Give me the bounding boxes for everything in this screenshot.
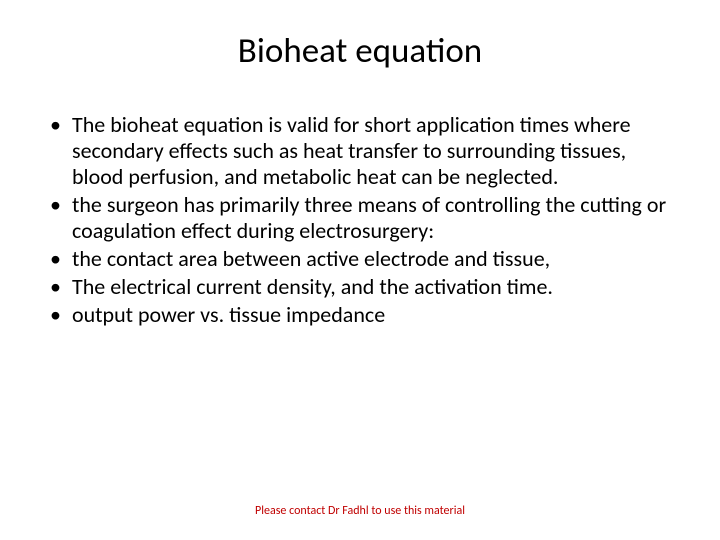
bullet-item: output power vs. tissue impedance [48,302,672,328]
bullet-list: The bioheat equation is valid for short … [48,112,672,328]
bullet-item: The bioheat equation is valid for short … [48,112,672,190]
slide-container: Bioheat equation The bioheat equation is… [0,0,720,540]
bullet-item: the surgeon has primarily three means of… [48,192,672,244]
slide-title: Bioheat equation [48,30,672,72]
bullet-item: the contact area between active electrod… [48,246,672,272]
footer-text: Please contact Dr Fadhl to use this mate… [0,504,720,518]
bullet-item: The electrical current density, and the … [48,274,672,300]
